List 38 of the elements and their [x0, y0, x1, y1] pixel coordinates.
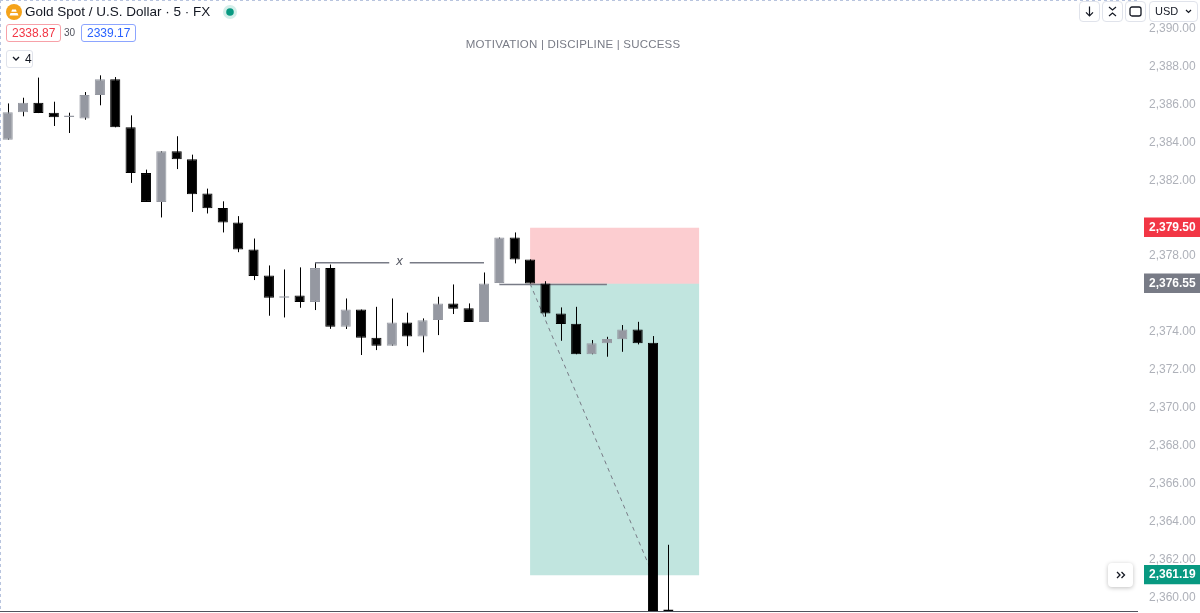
- annotation: 4: [25, 51, 32, 67]
- y-tick-label: 2,379.50: [1149, 220, 1197, 235]
- candlestick: [294, 266, 305, 309]
- candlestick: [340, 297, 351, 330]
- y-tick-label: 2,388.00: [1149, 58, 1197, 73]
- y-tick-label: 2,364.00: [1149, 514, 1197, 529]
- candlestick: [448, 283, 459, 315]
- y-tick-label: 2,390.00: [1149, 20, 1197, 35]
- text: MOTIVATION | DISCIPLINE | SUCCESS: [465, 38, 681, 50]
- y-tick-label: 2,376.55: [1149, 275, 1197, 290]
- y-tick-label: 2,362.00: [1149, 552, 1197, 567]
- candlestick: [417, 317, 428, 353]
- candlestick: [263, 264, 274, 317]
- currency-dropdown: USD: [1149, 1, 1198, 22]
- y-tick-label: 2,386.00: [1149, 96, 1197, 111]
- y-tick-label: 2,372.00: [1149, 362, 1197, 377]
- candlestick: [33, 77, 44, 114]
- chart-title: Gold Spot / U.S. Dollar · 5 · FX: [25, 3, 211, 21]
- annotation: x: [395, 253, 404, 269]
- candlestick: [509, 231, 520, 264]
- y-tick-label: 2,378.00: [1149, 248, 1197, 263]
- y-tick-label: 2,382.00: [1149, 172, 1197, 187]
- annotation: 2338.87: [6, 24, 62, 42]
- annotation: 2339.17: [81, 24, 137, 42]
- candlestick: [17, 97, 29, 117]
- annotation: 30: [64, 26, 76, 40]
- candlestick: [371, 306, 382, 351]
- y-tick-label: 2,360.00: [1149, 590, 1197, 605]
- y-tick-label: 2,370.00: [1149, 400, 1197, 415]
- y-tick-label: 2,374.00: [1149, 324, 1197, 339]
- candlestick: [171, 135, 182, 170]
- candlestick: [386, 297, 397, 347]
- y-tick-label: 2,361.19: [1149, 567, 1197, 582]
- y-tick-label: 2,368.00: [1149, 438, 1197, 453]
- y-tick-label: 2,366.00: [1149, 476, 1197, 491]
- y-tick-label: 2,384.00: [1149, 134, 1197, 149]
- candlestick: [79, 91, 90, 121]
- candlestick: [617, 324, 628, 353]
